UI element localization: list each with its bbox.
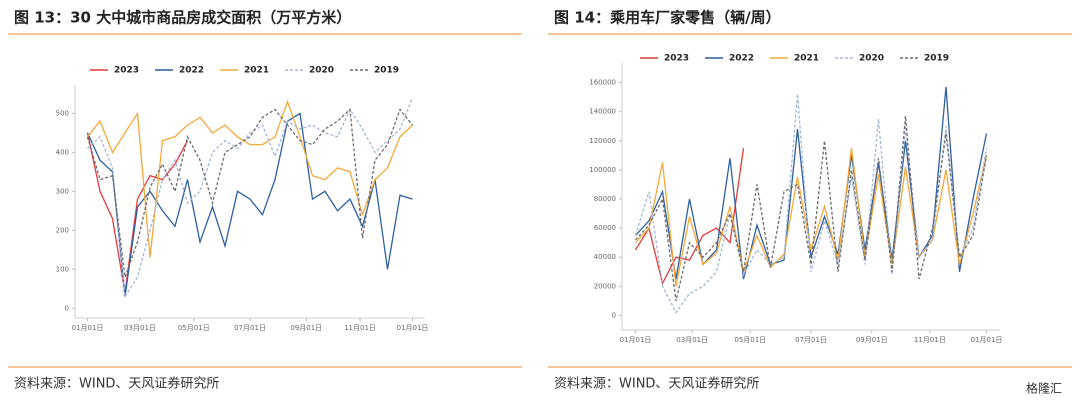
x-tick-label: 01月01日 (72, 324, 104, 332)
x-tick-label: 05月01日 (734, 336, 766, 344)
series-line (86, 108, 414, 278)
chart-title: 图 14：乘用车厂家零售（辆/周） (554, 9, 781, 27)
y-tick-label: 200 (56, 226, 69, 234)
series-line (86, 132, 189, 293)
x-tick-label: 01月01日 (971, 336, 1003, 344)
x-tick-label: 01月01日 (397, 324, 429, 332)
series-line (634, 148, 745, 286)
source-note: 资料来源：WIND、天风证券研究所 (554, 376, 759, 392)
legend-label: 2023 (664, 54, 689, 64)
x-tick-label: 11月01日 (914, 336, 946, 344)
x-tick-label: 03月01日 (124, 324, 156, 332)
legend-label: 2022 (729, 54, 754, 64)
legend-label: 2020 (309, 66, 334, 76)
legend-label: 2019 (924, 54, 949, 64)
x-tick-label: 01月01日 (620, 336, 652, 344)
y-tick-label: 140000 (589, 108, 616, 116)
y-tick-label: 120000 (589, 137, 616, 145)
y-tick-label: 400 (56, 148, 69, 156)
y-tick-label: 100 (56, 265, 69, 273)
y-tick-label: 300 (56, 187, 69, 195)
chart-title: 图 13：30 大中城市商品房成交面积（万平方米） (14, 9, 351, 27)
legend-label: 2020 (859, 54, 884, 64)
legend-label: 2019 (374, 66, 399, 76)
y-tick-label: 500 (56, 109, 69, 117)
y-tick-label: 0 (65, 304, 69, 312)
x-tick-label: 09月01日 (290, 324, 322, 332)
series-line (634, 94, 988, 314)
series-line (86, 99, 413, 258)
series-line (86, 112, 413, 297)
legend-label: 2021 (244, 66, 269, 76)
watermark: 格隆汇 (1026, 381, 1062, 396)
series-line (635, 115, 988, 302)
x-tick-label: 07月01日 (795, 336, 827, 344)
legend-label: 2023 (114, 66, 139, 76)
y-tick-label: 20000 (594, 282, 616, 290)
y-tick-label: 100000 (589, 166, 616, 174)
series-line (87, 97, 414, 299)
y-tick-label: 0 (612, 311, 616, 319)
y-tick-label: 80000 (594, 195, 616, 203)
y-tick-label: 160000 (589, 79, 616, 87)
x-tick-label: 03月01日 (676, 336, 708, 344)
y-tick-label: 40000 (594, 253, 616, 261)
legend-label: 2021 (794, 54, 819, 64)
x-tick-label: 07月01日 (234, 324, 266, 332)
series-line (635, 86, 988, 280)
legend-label: 2022 (179, 66, 204, 76)
y-tick-label: 60000 (594, 224, 616, 232)
x-tick-label: 05月01日 (178, 324, 210, 332)
source-note: 资料来源：WIND、天风证券研究所 (14, 376, 219, 392)
x-tick-label: 11月01日 (344, 324, 376, 332)
x-tick-label: 09月01日 (856, 336, 888, 344)
